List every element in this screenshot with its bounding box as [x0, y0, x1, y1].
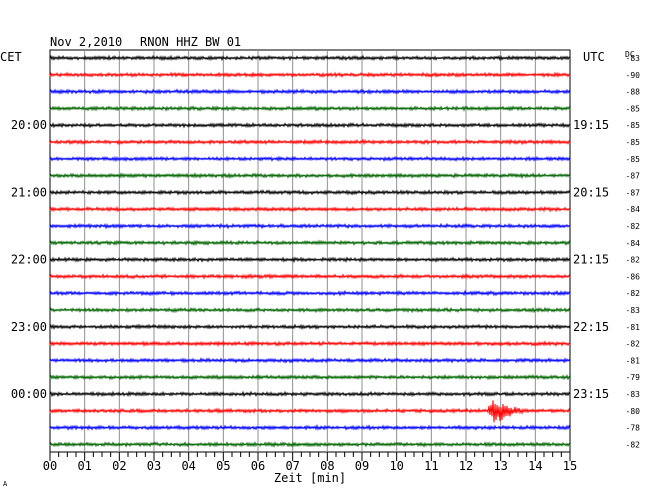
x-tick-label: 07 — [285, 459, 299, 473]
seismogram-trace — [49, 121, 571, 129]
dc-offset-label: -83 — [626, 306, 641, 315]
dc-offset-label: -79 — [626, 373, 641, 382]
seismogram-trace — [49, 171, 571, 180]
cet-time-label: 22:00 — [11, 253, 47, 267]
dc-offset-label: -87 — [626, 172, 641, 181]
x-tick-label: 09 — [355, 459, 369, 473]
x-tick-label: 02 — [112, 459, 126, 473]
dc-offset-label: -85 — [626, 104, 641, 113]
utc-time-label: 21:15 — [573, 253, 609, 267]
cet-time-label: 23:00 — [11, 320, 47, 334]
seismogram-trace — [49, 373, 571, 381]
seismogram-trace — [49, 306, 571, 314]
plot-area: 00 01 02 03 04 05 06 07 08 09 10 11 12 13 14 15 -83 -90 -8… — [11, 49, 641, 473]
cet-time-label: 21:00 — [11, 185, 47, 199]
utc-time-label: 22:15 — [573, 320, 609, 334]
dc-offset-label: -85 — [626, 155, 641, 164]
x-tick-label: 10 — [389, 459, 403, 473]
seismogram-trace — [49, 189, 571, 196]
dc-offset-label: -87 — [626, 188, 641, 197]
seismogram-trace — [49, 105, 571, 112]
right-axis-title: UTC — [583, 50, 605, 64]
seismogram-trace — [49, 239, 571, 247]
x-axis-label: Zeit [min] — [274, 471, 346, 485]
x-tick-label: 05 — [216, 459, 230, 473]
dc-offset-label: -82 — [626, 440, 641, 449]
seismogram-trace — [49, 88, 571, 95]
dc-offset-label: -84 — [626, 239, 641, 248]
utc-time-label: 20:15 — [573, 185, 609, 199]
dc-offset-label: -83 — [626, 54, 641, 63]
seismogram-trace — [49, 256, 571, 264]
seismogram-trace — [49, 423, 571, 431]
dc-offset-label: -78 — [626, 424, 641, 433]
seismogram-trace — [49, 138, 571, 146]
utc-time-label: 19:15 — [573, 118, 609, 132]
seismogram-trace — [49, 357, 571, 364]
cet-time-label: 20:00 — [11, 118, 47, 132]
seismogram-trace — [49, 323, 571, 331]
x-tick-label: 15 — [563, 459, 577, 473]
x-tick-label: 06 — [251, 459, 265, 473]
seismogram-trace — [49, 272, 571, 280]
x-tick-label: 00 — [43, 459, 57, 473]
utc-time-label: 23:15 — [573, 387, 609, 401]
seismogram-trace — [49, 205, 571, 213]
header-station: RNON HHZ BW 01 — [140, 35, 241, 49]
x-tick-label: 04 — [181, 459, 195, 473]
dc-offset-label: -83 — [626, 390, 641, 399]
x-tick-label: 01 — [77, 459, 91, 473]
x-tick-label: 03 — [147, 459, 161, 473]
dc-offset-label: -84 — [626, 205, 641, 214]
corner-mark: A — [3, 480, 8, 488]
dc-offset-label: -90 — [626, 71, 641, 80]
seismogram-trace — [49, 155, 571, 163]
header-date: Nov 2,2010 — [50, 35, 122, 49]
x-tick-label: 12 — [459, 459, 473, 473]
dc-offset-label: -82 — [626, 256, 641, 265]
seismogram-trace — [49, 71, 571, 79]
x-tick-label: 14 — [528, 459, 542, 473]
x-tick-label: 13 — [493, 459, 507, 473]
left-axis-title: CET — [0, 50, 22, 64]
dc-offset-label: -88 — [626, 88, 641, 97]
dc-offset-label: -82 — [626, 289, 641, 298]
x-tick-label: 08 — [320, 459, 334, 473]
dc-offset-label: -86 — [626, 272, 641, 281]
dc-offset-label: -82 — [626, 222, 641, 231]
dc-offset-label: -81 — [626, 323, 641, 332]
dc-offset-label: -82 — [626, 340, 641, 349]
seismogram-trace — [49, 289, 571, 297]
dc-offset-label: -80 — [626, 407, 641, 416]
seismogram-trace — [49, 390, 571, 398]
seismogram-trace — [49, 54, 571, 62]
dc-label: DC — [625, 50, 635, 59]
seismogram-trace — [49, 440, 571, 448]
seismogram-trace — [49, 339, 571, 348]
dc-offset-label: -85 — [626, 121, 641, 130]
dc-offset-label: -81 — [626, 356, 641, 365]
cet-time-label: 00:00 — [11, 387, 47, 401]
seismogram-trace — [49, 222, 571, 230]
seismogram-trace — [49, 400, 571, 423]
x-tick-label: 11 — [424, 459, 438, 473]
dc-offset-label: -85 — [626, 138, 641, 147]
